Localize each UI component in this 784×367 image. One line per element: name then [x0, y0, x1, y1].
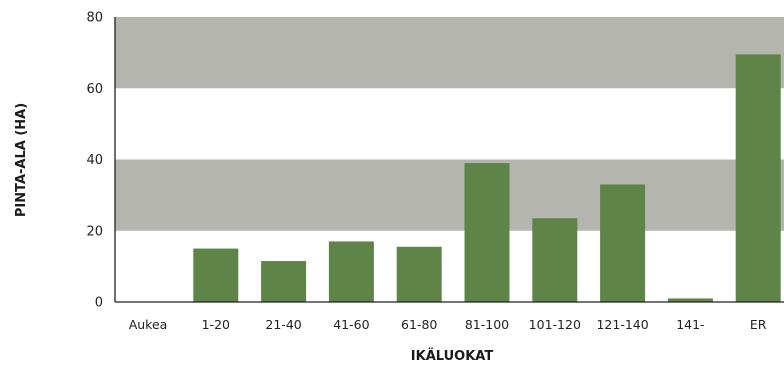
x-tick-label-141-: 141- — [676, 317, 704, 332]
x-tick-label-1-20: 1-20 — [202, 317, 230, 332]
y-tick-label-80: 80 — [86, 11, 103, 26]
bar-41-60 — [328, 241, 374, 302]
background-bands — [115, 17, 784, 231]
y-tick-labels: 0 20 40 60 80 — [86, 11, 103, 311]
bar-21-40 — [261, 261, 307, 302]
x-tick-label-ER: ER — [750, 317, 767, 332]
bar-101-120 — [532, 218, 578, 302]
bar-61-80 — [396, 246, 442, 302]
x-tick-labels: Aukea 1-20 21-40 41-60 61-80 81-100 101-120 121… — [129, 317, 767, 332]
background-band-1 — [115, 159, 784, 231]
y-tick-label-0: 0 — [95, 296, 103, 311]
y-tick-label-60: 60 — [86, 82, 103, 97]
y-tick-label-20: 20 — [86, 224, 103, 239]
y-axis-title: PINTA-ALA (HA) — [14, 103, 29, 217]
x-tick-label-Aukea: Aukea — [129, 317, 168, 332]
bar-121-140 — [600, 184, 646, 302]
background-band-2 — [115, 17, 784, 89]
x-tick-label-21-40: 21-40 — [265, 317, 301, 332]
y-tick-label-40: 40 — [86, 153, 103, 168]
bar-ER — [735, 54, 781, 302]
bar-1-20 — [193, 248, 239, 302]
x-tick-label-101-120: 101-120 — [529, 317, 581, 332]
x-tick-label-41-60: 41-60 — [333, 317, 369, 332]
x-tick-label-61-80: 61-80 — [401, 317, 437, 332]
x-tick-label-121-140: 121-140 — [596, 317, 648, 332]
bars — [193, 54, 781, 302]
x-axis-title: IKÄLUOKAT — [411, 348, 494, 364]
bar-81-100 — [464, 163, 510, 302]
bar-141- — [667, 298, 713, 302]
x-tick-label-81-100: 81-100 — [465, 317, 509, 332]
